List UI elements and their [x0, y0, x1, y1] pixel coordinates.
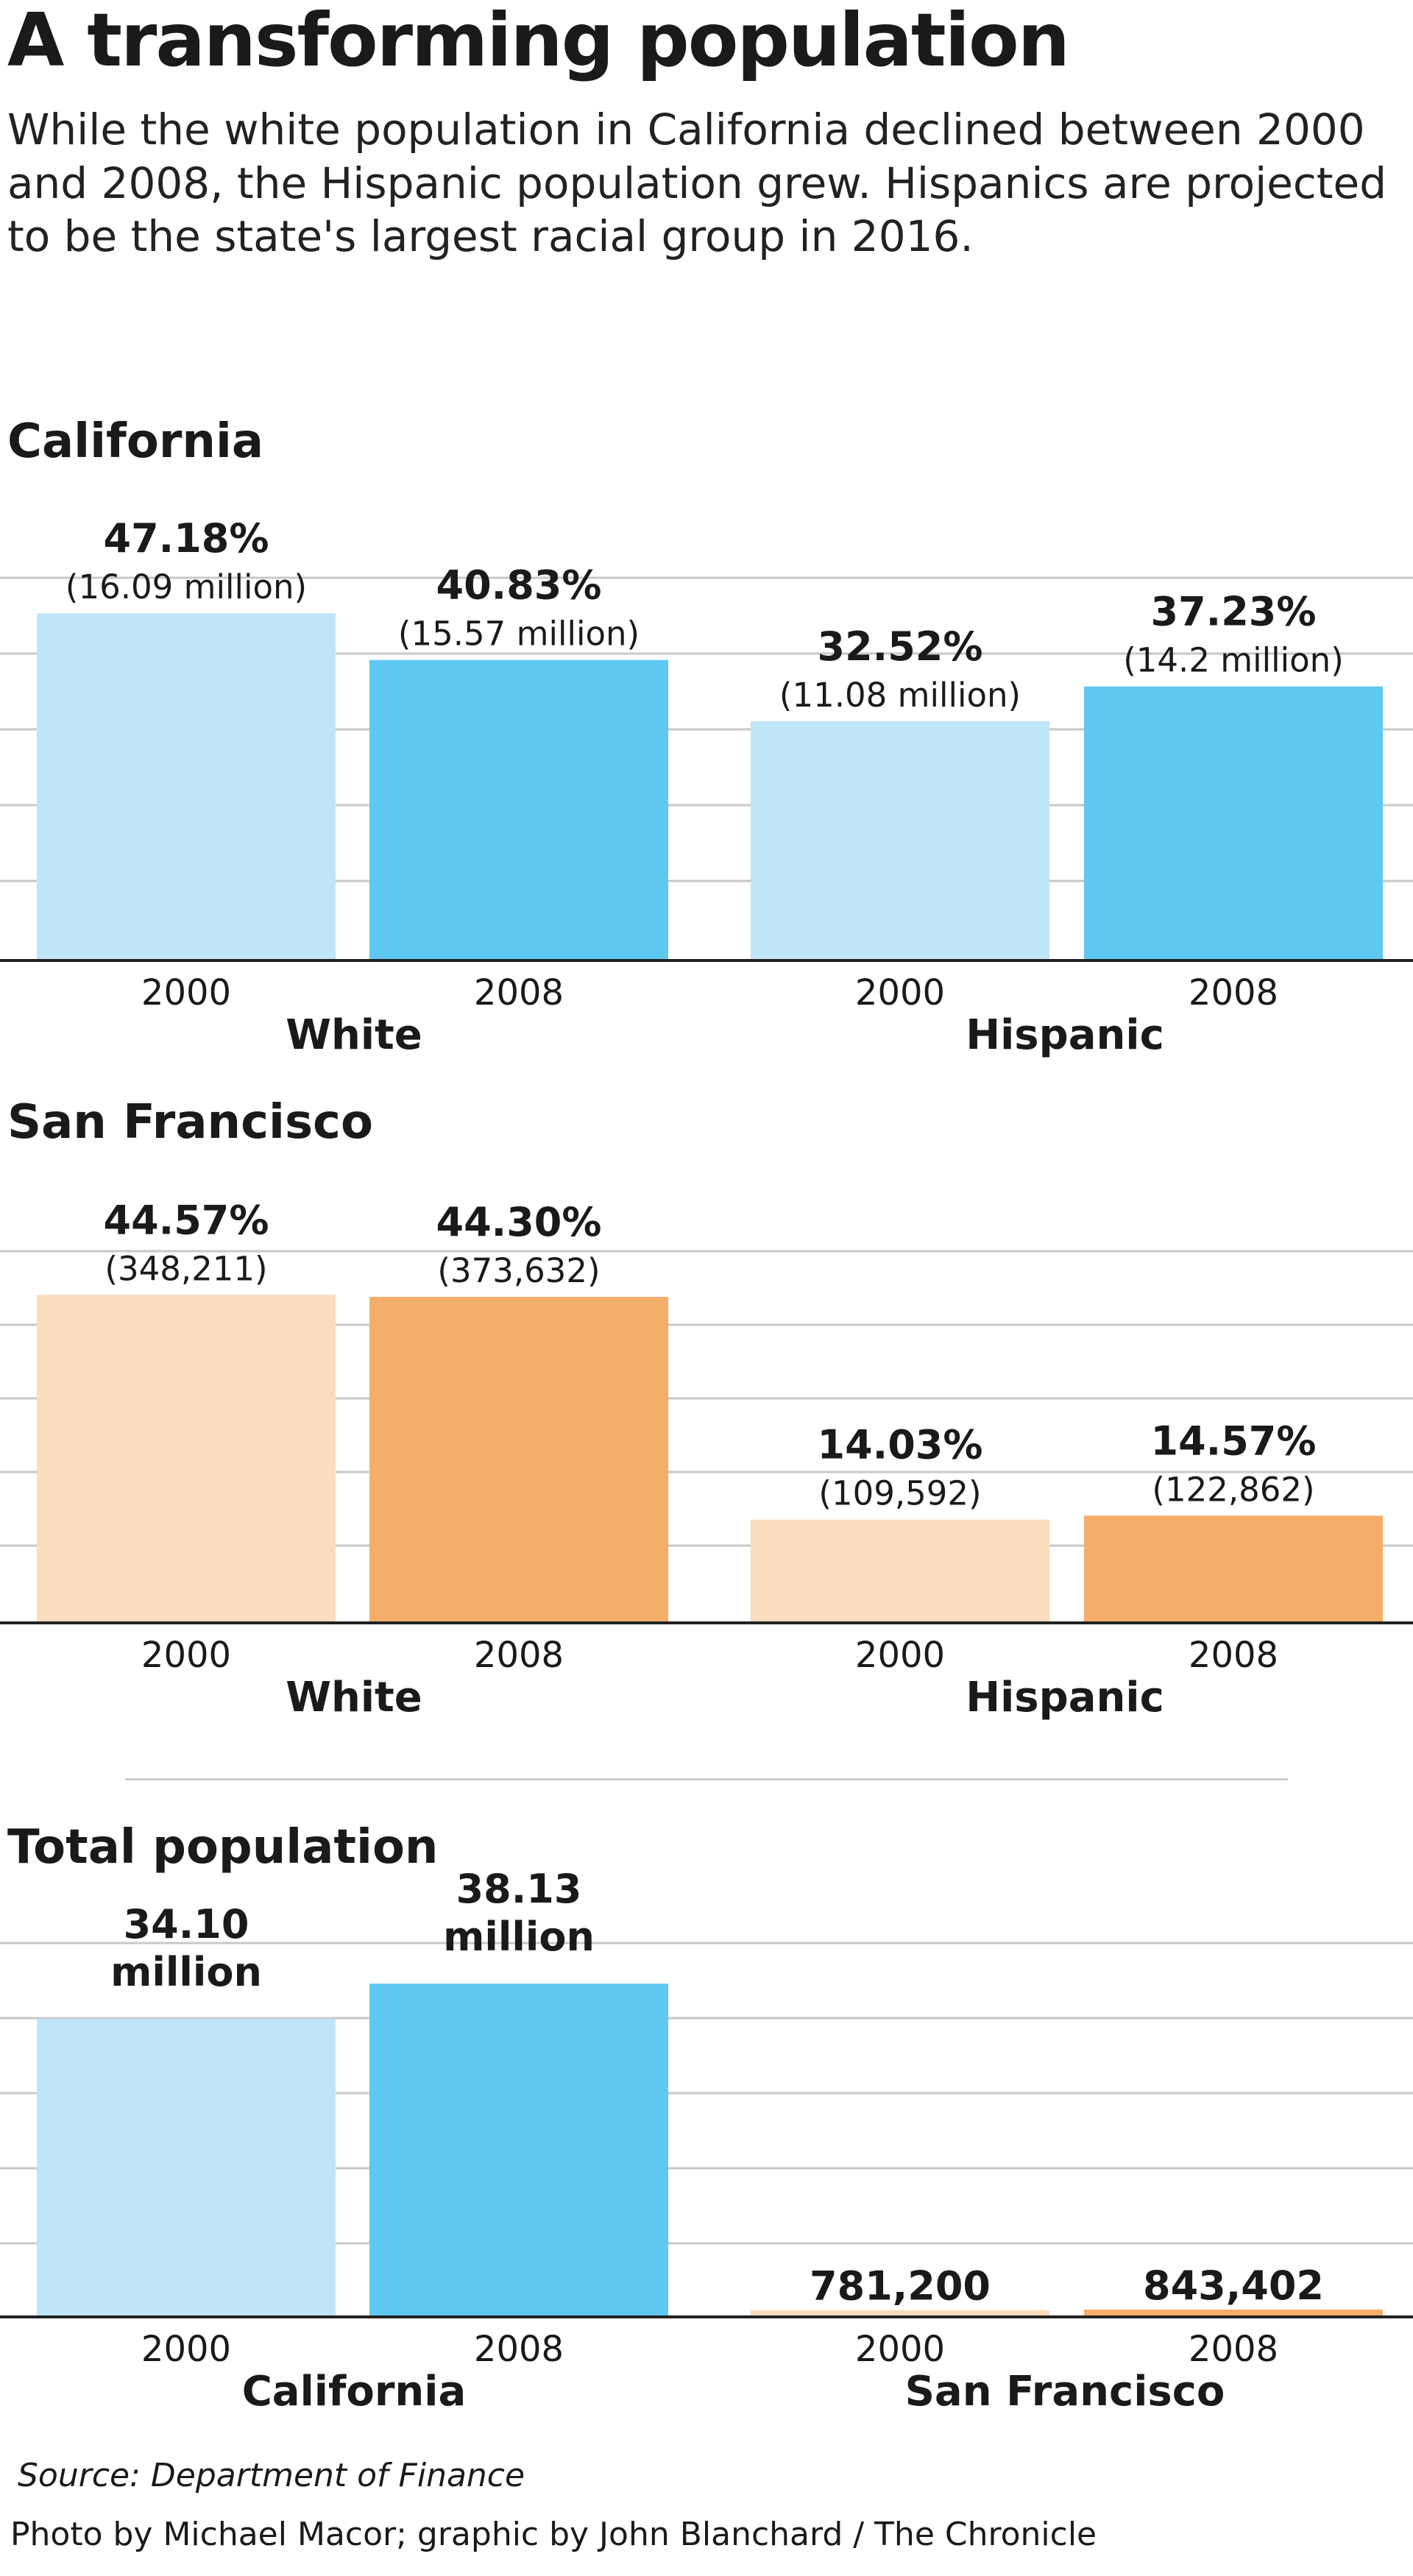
data-label: 37.23%: [1151, 589, 1317, 635]
tick-label: 2008: [1189, 1635, 1278, 1676]
bar-california-2008: [369, 1984, 668, 2317]
data-sublabel: (109,592): [818, 1474, 981, 1513]
tick-label: 2008: [474, 2329, 564, 2370]
tick-label: 2000: [141, 1635, 231, 1676]
credit-line: Photo by Michael Macor; graphic by John …: [10, 2516, 1097, 2553]
bar-hispanic-2000: [751, 1519, 1049, 1623]
page-title: A transforming population: [7, 0, 1070, 83]
data-sublabel: (122,862): [1152, 1470, 1314, 1509]
total-population-chart-title: Total population: [7, 1820, 439, 1875]
group-label: White: [286, 1011, 422, 1059]
data-label: 781,200: [810, 2263, 991, 2310]
tick-label: 2000: [855, 1635, 945, 1676]
group-label: Hispanic: [966, 1674, 1164, 1722]
bar-san-francisco-2000: [751, 2310, 1049, 2317]
data-label: 14.57%: [1151, 1418, 1317, 1464]
section-divider: [125, 1778, 1288, 1780]
group-label: San Francisco: [905, 2368, 1225, 2416]
data-label: 14.03%: [818, 1422, 983, 1468]
bar-san-francisco-2008: [1084, 2309, 1383, 2317]
data-sublabel: (373,632): [437, 1251, 600, 1290]
bar-white-2000: [37, 613, 336, 960]
data-label: 44.30%: [436, 1199, 602, 1245]
data-sublabel: (16.09 million): [65, 567, 307, 606]
group-label: White: [286, 1674, 422, 1722]
data-label: 44.57%: [104, 1197, 269, 1243]
data-sublabel: million: [110, 1949, 262, 1995]
data-label: 38.13: [456, 1866, 582, 1912]
tick-label: 2000: [855, 2329, 945, 2370]
data-label: 32.52%: [818, 623, 983, 670]
source-note: Source: Department of Finance: [18, 2457, 525, 2494]
bar-hispanic-2008: [1084, 686, 1383, 960]
data-sublabel: (14.2 million): [1123, 641, 1344, 680]
tick-label: 2008: [1189, 2329, 1278, 2370]
bar-white-2008: [369, 1297, 668, 1623]
tick-label: 2000: [141, 972, 231, 1013]
tick-label: 2008: [474, 972, 564, 1013]
data-label: 47.18%: [104, 515, 269, 562]
bar-white-2008: [369, 659, 668, 960]
data-sublabel: (348,211): [105, 1249, 267, 1288]
data-sublabel: (11.08 million): [779, 676, 1021, 715]
bar-white-2000: [37, 1295, 336, 1623]
data-label: 40.83%: [436, 562, 602, 609]
tick-label: 2008: [474, 1635, 564, 1676]
tick-label: 2000: [855, 972, 945, 1013]
data-label: 34.10: [124, 1901, 249, 1947]
group-label: Hispanic: [966, 1011, 1164, 1059]
bar-hispanic-2000: [751, 721, 1049, 960]
subtitle: While the white population in California…: [7, 105, 1387, 261]
san-francisco-chart-title: San Francisco: [7, 1095, 373, 1150]
tick-label: 2000: [141, 2329, 231, 2370]
data-sublabel: (15.57 million): [398, 615, 640, 654]
bar-california-2000: [37, 2019, 336, 2317]
bar-hispanic-2008: [1084, 1515, 1383, 1623]
data-label: 843,402: [1143, 2262, 1324, 2309]
california-chart-title: California: [7, 414, 264, 469]
tick-label: 2008: [1189, 972, 1278, 1013]
group-label: California: [242, 2368, 467, 2416]
data-sublabel: million: [443, 1914, 595, 1960]
